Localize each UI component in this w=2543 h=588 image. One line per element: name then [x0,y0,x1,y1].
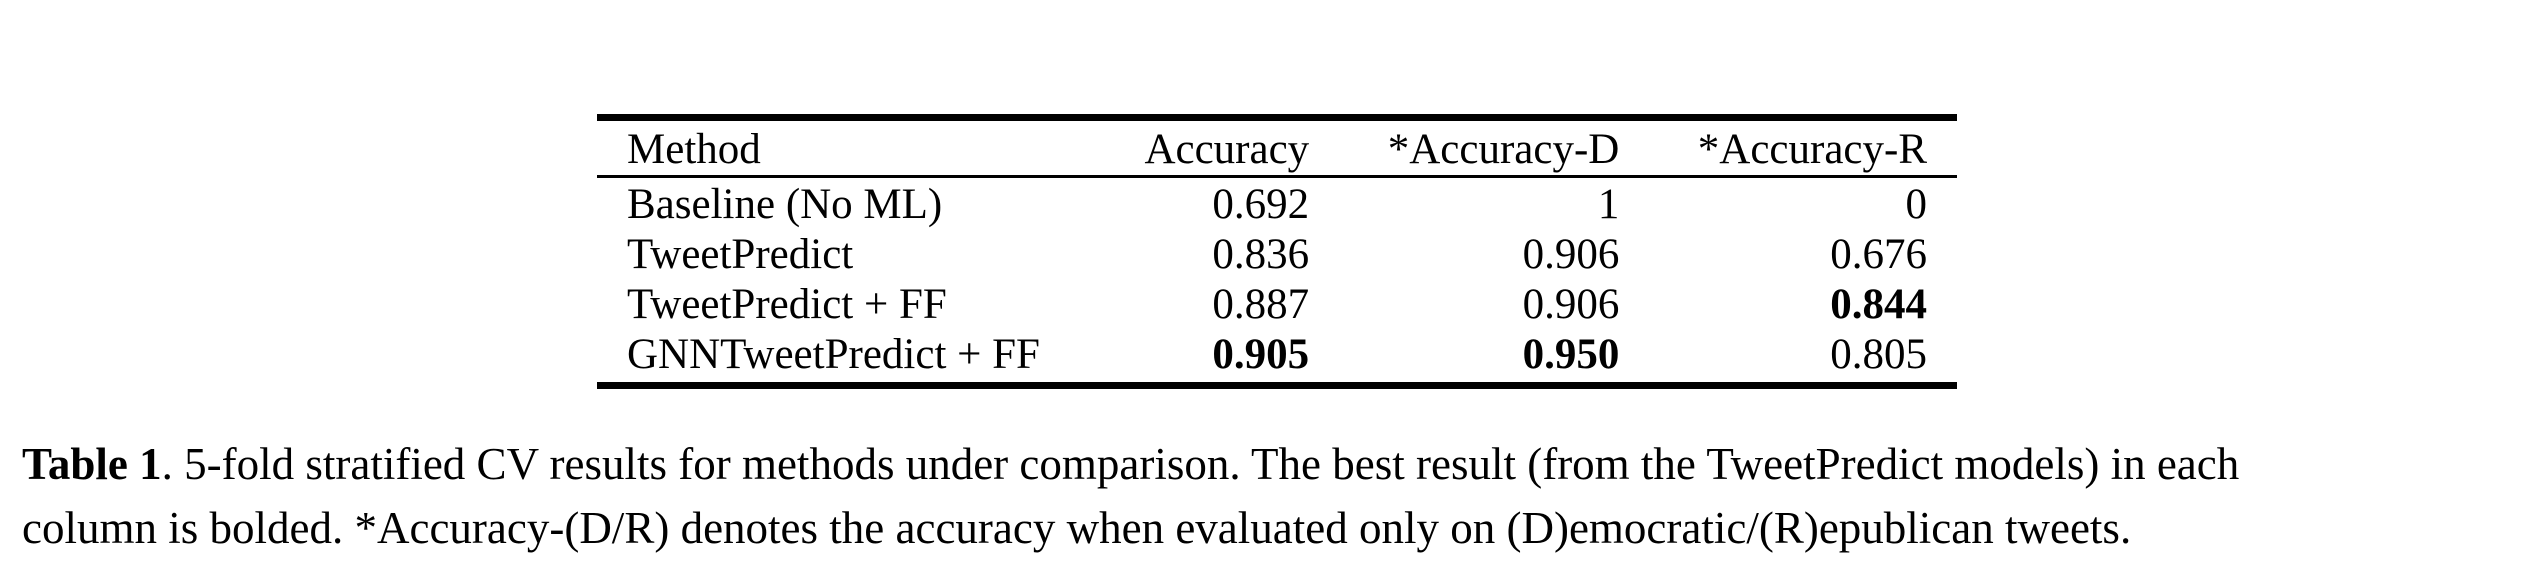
caption-text-line2: column is bolded. *Accuracy-(D/R) denote… [22,503,2132,553]
header-accuracy-r: *Accuracy-R [1697,126,1927,173]
cell-accuracy: 0.836 [1212,231,1310,278]
cell-accuracy-d: 1 [1597,181,1620,228]
table-caption: Table 1. 5-fold stratified CV results fo… [22,432,2532,560]
header-row: Method Accuracy *Accuracy-D *Accuracy-R [597,117,1957,177]
cell-accuracy-r: 0.676 [1830,231,1927,278]
table-row: TweetPredict + FF 0.887 0.906 0.844 [597,280,1957,330]
cell-accuracy-r: 0.805 [1830,331,1927,378]
cell-accuracy-d: 0.906 [1522,281,1620,328]
header-accuracy-d: *Accuracy-D [1387,126,1620,173]
table-row: TweetPredict 0.836 0.906 0.676 [597,230,1957,280]
results-table-container: Method Accuracy *Accuracy-D *Accuracy-R … [597,114,1957,389]
cell-accuracy-r: 0.844 [1830,281,1927,328]
cell-accuracy-r: 0 [1905,181,1928,228]
cell-accuracy-d: 0.906 [1522,231,1620,278]
results-table: Method Accuracy *Accuracy-D *Accuracy-R … [597,114,1957,389]
caption-text-line1: . 5-fold stratified CV results for metho… [161,439,2240,489]
cell-method: Baseline (No ML) [627,181,943,228]
cell-accuracy-d: 0.950 [1522,331,1620,378]
cell-accuracy: 0.887 [1212,281,1310,328]
table-header: Method Accuracy *Accuracy-D *Accuracy-R [597,117,1957,177]
cell-accuracy: 0.692 [1212,181,1310,228]
header-method: Method [627,126,761,173]
table-body: Baseline (No ML) 0.692 1 0 TweetPredict … [597,177,1957,386]
table-row: Baseline (No ML) 0.692 1 0 [597,177,1957,231]
table-row: GNNTweetPredict + FF 0.905 0.950 0.805 [597,330,1957,386]
cell-method: GNNTweetPredict + FF [627,331,1040,378]
cell-method: TweetPredict [627,231,854,278]
cell-method: TweetPredict + FF [627,281,947,328]
caption-label: Table 1 [22,439,162,489]
header-accuracy: Accuracy [1144,126,1310,173]
cell-accuracy: 0.905 [1212,331,1310,378]
